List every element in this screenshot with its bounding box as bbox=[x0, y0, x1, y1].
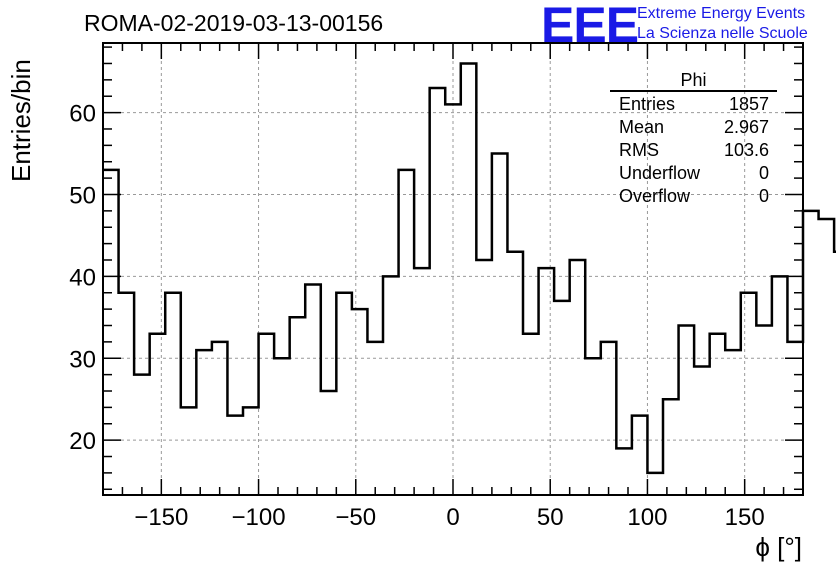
x-tick-label: −100 bbox=[232, 504, 286, 531]
stats-row-value: 0 bbox=[759, 186, 769, 206]
stats-row-label: Entries bbox=[619, 94, 675, 114]
plot-frame bbox=[102, 42, 804, 496]
stats-row-label: RMS bbox=[619, 140, 659, 160]
x-tick-label: 100 bbox=[627, 504, 667, 531]
stats-row-label: Mean bbox=[619, 117, 664, 137]
x-tick-label: −50 bbox=[335, 504, 376, 531]
x-tick-label: 150 bbox=[725, 504, 765, 531]
logo-line-1: Extreme Energy Events bbox=[637, 5, 806, 22]
histogram-outline bbox=[103, 62, 836, 475]
y-tick-labels: 20 30 40 50 60 bbox=[69, 101, 96, 456]
x-tick-labels: −150 −100 −50 0 50 100 150 bbox=[134, 504, 764, 531]
stats-row-value: 103.6 bbox=[724, 140, 769, 160]
stats-title: Phi bbox=[680, 70, 706, 90]
y-tick-label: 60 bbox=[69, 101, 96, 128]
stats-row-value: 1857 bbox=[729, 94, 769, 114]
x-axis-label: ϕ [°] bbox=[755, 532, 802, 562]
stats-row-value: 2.967 bbox=[724, 117, 769, 137]
x-tick-label: 50 bbox=[537, 504, 564, 531]
eee-logo: EEE bbox=[541, 0, 639, 53]
chart-title: ROMA-02-2019-03-13-00156 bbox=[84, 10, 384, 36]
stats-row-label: Underflow bbox=[619, 163, 701, 183]
y-tick-label: 30 bbox=[69, 346, 96, 373]
stats-row-label: Overflow bbox=[619, 186, 691, 206]
x-tick-label: −150 bbox=[134, 504, 188, 531]
stats-row-value: 0 bbox=[759, 163, 769, 183]
x-tick-label: 0 bbox=[446, 504, 459, 531]
grid-lines bbox=[103, 43, 803, 495]
logo-caption: Extreme Energy Events La Scienza nelle S… bbox=[637, 4, 808, 44]
y-tick-label: 40 bbox=[69, 264, 96, 291]
logo-line-2: La Scienza nelle Scuole bbox=[637, 25, 808, 42]
y-tick-label: 20 bbox=[69, 428, 96, 455]
y-tick-label: 50 bbox=[69, 182, 96, 209]
